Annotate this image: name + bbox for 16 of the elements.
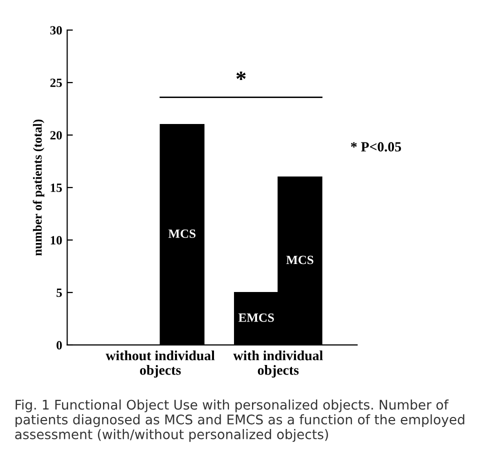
x-tick-label: with individual objects xyxy=(233,350,323,378)
y-tick-label: 10 xyxy=(50,236,62,244)
y-tick-label: 20 xyxy=(50,131,62,140)
y-tick-label: 25 xyxy=(50,78,62,88)
caption: Fig. 1 Functional Object Use with personalized objects. Number of patients diagnosed as MCS and EMCS as a function of the employed assessment (with/without personalized objects) xyxy=(15,400,464,442)
text: * P<0.05 xyxy=(350,142,402,152)
x-tick-label: without individual objects xyxy=(106,350,215,378)
y-tick-label: 30 xyxy=(50,26,62,35)
text: MCS xyxy=(286,256,314,264)
y-tick-label: 5 xyxy=(56,288,62,297)
series-label: EMCS xyxy=(238,313,274,322)
annotation: * xyxy=(236,72,246,80)
y-axis-title: number of patients (total) xyxy=(32,120,44,256)
series-label: MCS xyxy=(168,229,196,238)
y-tick-label: 0 xyxy=(56,341,62,350)
y-tick-label: 15 xyxy=(50,184,62,192)
